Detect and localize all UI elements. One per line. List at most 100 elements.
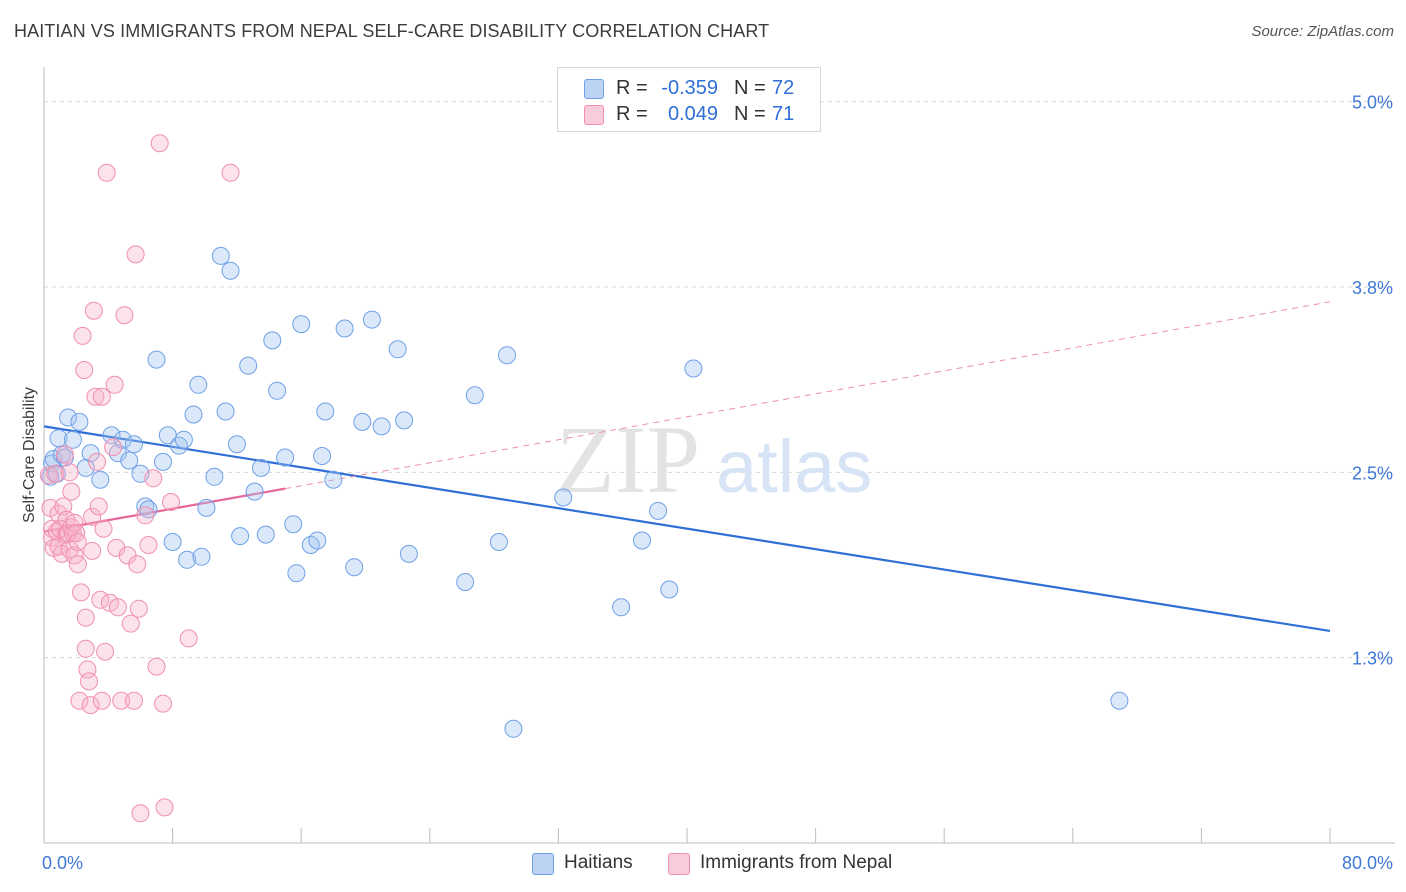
stats-row-nepal: R = 0.049 N = 71 [558,103,820,129]
nepal-point [68,533,87,551]
nepal-point [81,696,100,715]
stats-swatch-haitians [584,79,604,99]
legend-swatch-haitians [532,853,554,875]
watermark: ZIP atlas [556,406,872,513]
nepal-point [83,507,102,526]
nepal-point [136,506,155,525]
watermark-atlas: atlas [716,425,872,508]
nepal-point [94,519,113,538]
haitian-point [239,356,258,375]
legend-label: Immigrants from Nepal [700,852,893,873]
haitian-point [44,450,63,468]
nepal-point [91,590,110,609]
haitian-point [59,408,78,427]
haitian-point [216,402,235,421]
nepal-point [129,599,148,618]
y-axis-label: Self-Care Disability [21,386,38,524]
y-tick-label: 3.8% [1352,278,1393,298]
haitian-point [324,470,343,489]
nepal-point [72,583,90,602]
nepal-point [104,438,123,457]
nepal-point [55,445,74,464]
nepal-point [46,464,65,483]
n-label: N = [734,77,766,99]
haitian-trend-line [43,425,1331,633]
nepal-point [154,694,172,713]
haitian-point [231,527,250,546]
haitian-point [287,564,306,583]
haitian-point [170,436,188,455]
haitian-point [125,435,143,454]
haitian-point [489,533,508,551]
nepal-point [126,245,145,264]
nepal-point [128,555,147,574]
nepal-point [54,497,73,516]
haitian-point [660,580,679,599]
nepal-point [39,466,58,485]
nepal-point [221,163,240,182]
haitian-point [388,340,407,359]
haitian-point [81,444,100,463]
haitian-point [465,386,484,405]
nepal-point [131,804,150,823]
nepal-point [86,387,105,406]
legend-label: Haitians [564,852,633,873]
stats-box: R = -0.359 N = 72 R = 0.049 N = 71 [557,67,821,132]
haitian-point [353,412,372,431]
y-tick-label: 5.0% [1352,93,1393,113]
haitian-point [362,310,381,329]
haitian-point [211,246,230,265]
haitian-point [147,350,166,369]
haitian-point [70,412,89,431]
haitian-point [633,531,651,550]
haitian-point [163,533,182,551]
nepal-point [139,536,158,554]
nepal-point [121,614,140,633]
haitian-point [245,482,264,501]
x-tick-label: 0.0% [42,853,83,873]
nepal-point [76,639,95,658]
haitian-point [184,405,203,424]
nepal-point [76,608,95,627]
haitian-point [178,550,197,569]
haitian-point [102,426,121,445]
haitian-point [399,544,418,563]
haitian-point [301,536,320,554]
haitian-point [456,573,475,591]
haitian-point [108,444,127,463]
legend-swatch-nepal [668,853,690,875]
haitian-point [197,498,216,517]
nepal-trend-extension [285,301,1331,490]
haitian-point [205,467,224,486]
nepal-point [75,361,94,379]
nepal-point [83,541,102,560]
nepal-point [62,482,81,501]
legend: Haitians Immigrants from Nepal [0,851,1406,879]
haitian-point [192,547,211,566]
haitian-point [316,402,335,421]
x-tick-label: 80.0% [1342,853,1393,873]
nepal-point [179,629,198,648]
nepal-point [115,306,134,325]
y-tick-label: 1.3% [1352,649,1393,669]
haitian-point [256,525,275,544]
haitian-point [268,381,287,400]
haitian-point [113,430,132,449]
haitian-point [372,417,391,436]
nepal-point [108,598,127,617]
haitian-point [284,515,303,534]
haitian-point [498,346,516,365]
haitian-point [227,435,246,454]
chart-title: HAITIAN VS IMMIGRANTS FROM NEPAL SELF-CA… [14,21,770,41]
nepal-point [147,657,166,676]
nepal-trend-line [43,487,286,533]
nepal-point [89,497,108,516]
haitian-point [292,315,311,334]
haitian-point [139,500,158,519]
haitian-point [308,531,327,550]
nepal-point [67,524,86,543]
nepal-point [107,538,126,557]
nepal-point [88,452,106,471]
nepal-point [84,301,103,320]
nepal-point [162,493,180,511]
